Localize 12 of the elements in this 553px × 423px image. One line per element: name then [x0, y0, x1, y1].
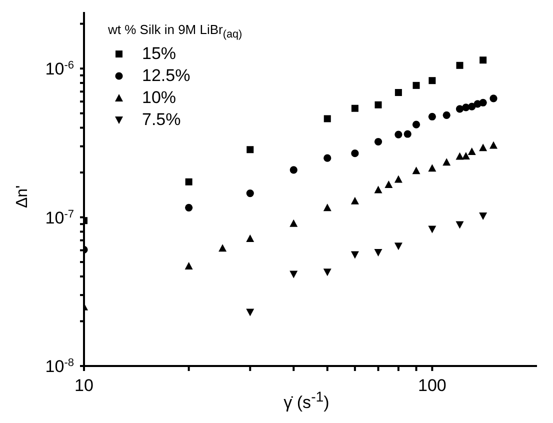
- x-tick-label: 10: [74, 376, 94, 395]
- legend-label: 15%: [142, 44, 176, 64]
- x-axis-title: γ̇ (s$^{-1}$): [284, 389, 330, 412]
- legend-label: 7.5%: [142, 110, 181, 130]
- legend-label: 12.5%: [142, 66, 190, 86]
- y-tick-label: 10$^{-8}$: [45, 357, 74, 376]
- y-tick-label: 10$^{-7}$: [45, 208, 74, 228]
- legend-title: wt % Silk in 9M LiBr$_{(aq)}$: [108, 22, 242, 41]
- y-axis-title: Δn': [14, 185, 31, 208]
- x-tick-label: 100: [418, 376, 446, 395]
- y-tick-label: 10$^{-6}$: [45, 60, 74, 79]
- legend-label: 10%: [142, 88, 176, 108]
